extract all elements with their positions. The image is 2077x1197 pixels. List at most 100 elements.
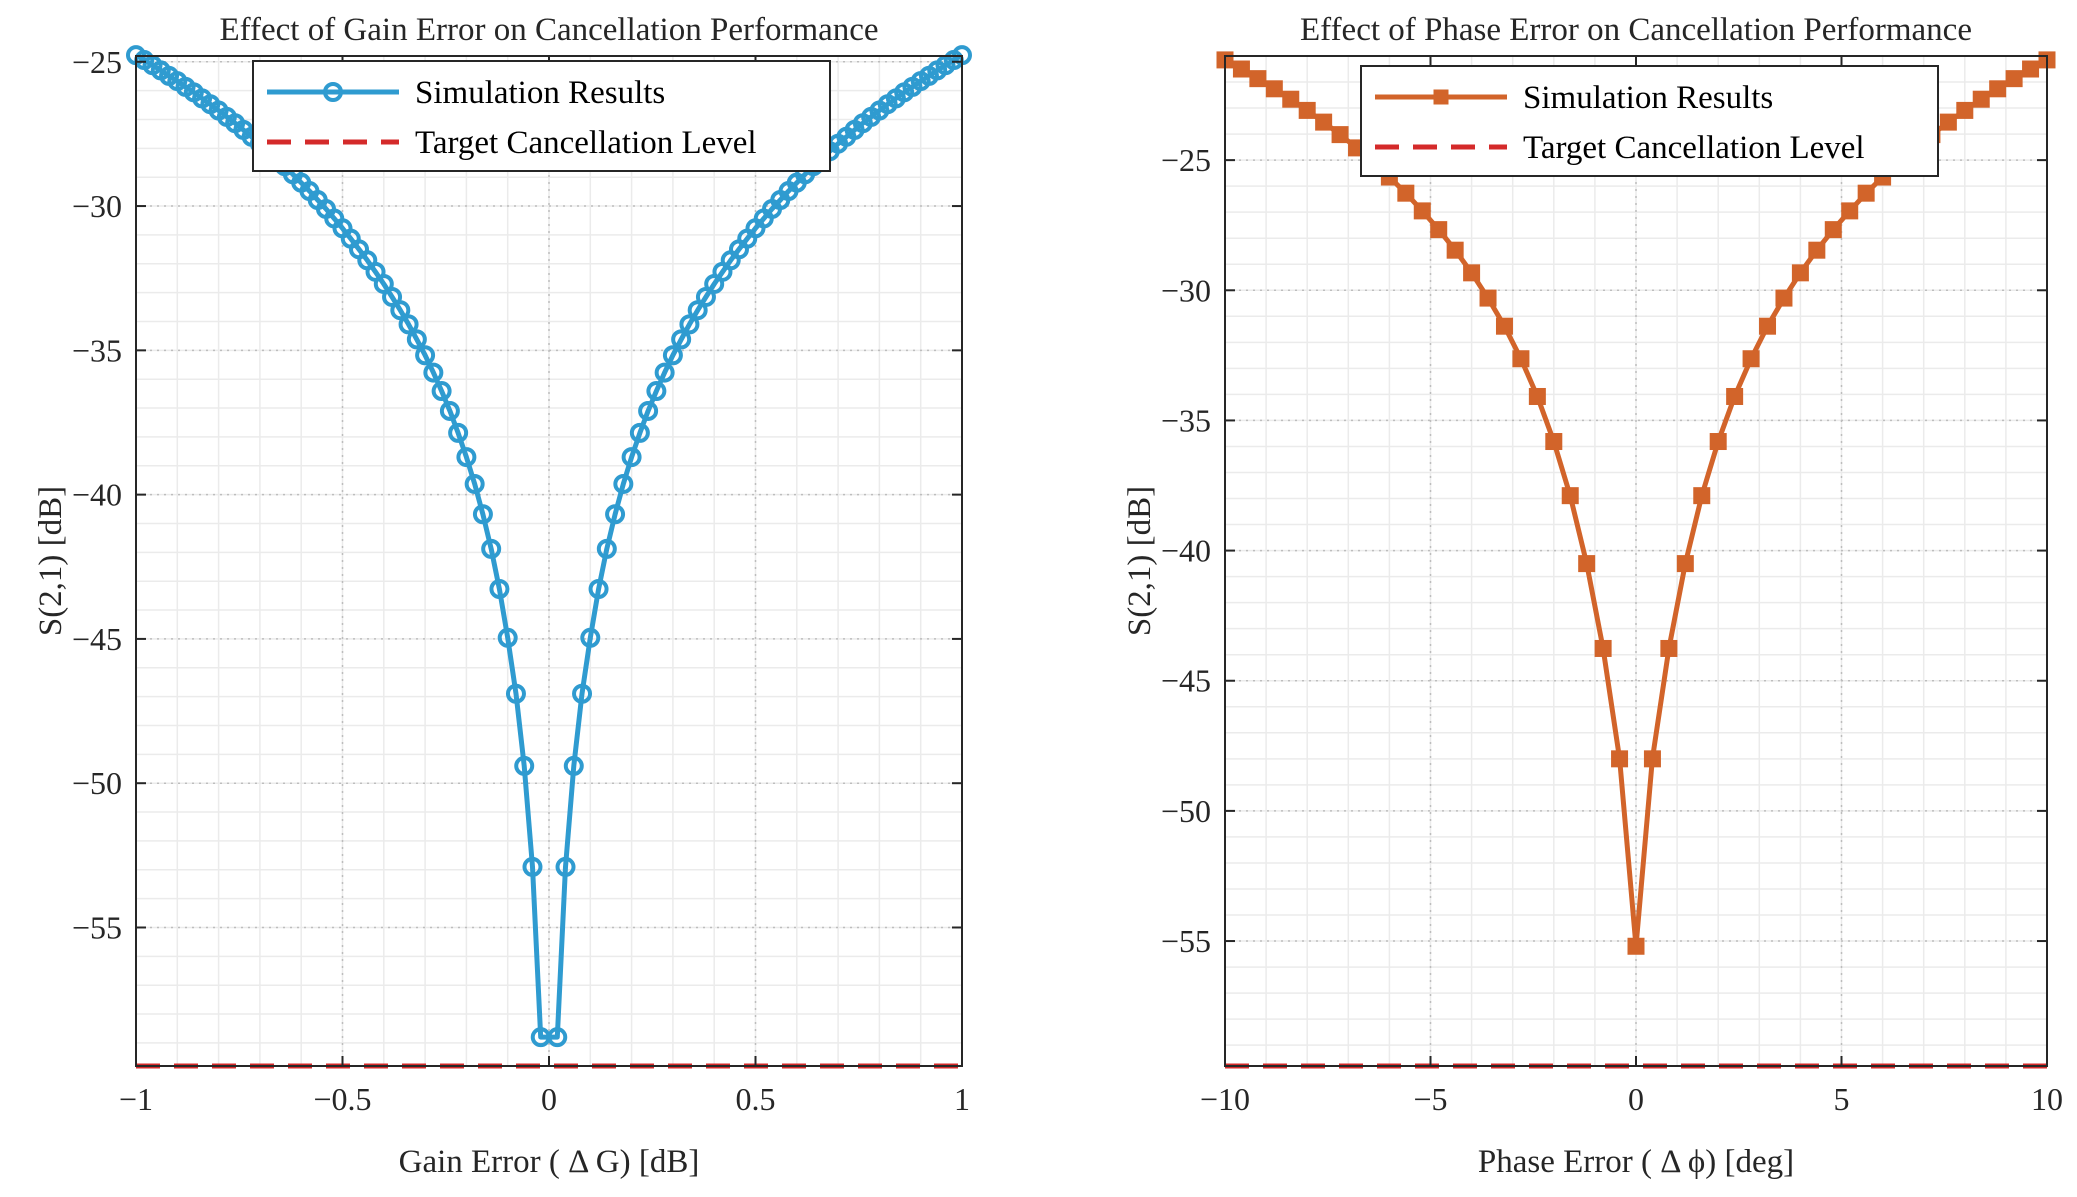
data-point-marker: [1709, 433, 1727, 451]
data-point-marker: [555, 856, 576, 877]
y-tick-label: −40: [1161, 533, 1211, 569]
data-point-marker: [646, 381, 667, 402]
data-point-marker: [1463, 264, 1481, 282]
data-point-marker: [1759, 317, 1777, 335]
data-point-marker: [588, 578, 609, 599]
data-point-marker: [580, 627, 601, 648]
data-point-marker: [1791, 264, 1809, 282]
x-tick-label: 5: [1834, 1081, 1850, 1117]
data-point-marker: [1824, 221, 1842, 239]
data-point-marker: [1430, 221, 1448, 239]
x-tick-label: −0.5: [313, 1081, 371, 1117]
data-point-marker: [1676, 555, 1694, 573]
data-point-marker: [489, 578, 510, 599]
data-point-marker: [1775, 289, 1793, 307]
x-tick-label: 0: [1628, 1081, 1644, 1117]
data-point-marker: [1282, 90, 1300, 108]
y-tick-label: −55: [1161, 923, 1211, 959]
legend-label: Target Cancellation Level: [1523, 130, 1865, 166]
data-point-marker: [563, 755, 584, 776]
data-point-marker: [1742, 350, 1760, 368]
data-point-marker: [1989, 80, 2007, 98]
data-point-marker: [1479, 289, 1497, 307]
data-point-marker: [1315, 113, 1333, 131]
legend: Simulation Results Target Cancellation Le…: [252, 60, 831, 172]
y-axis-label: S(2,1) [dB]: [1122, 486, 1158, 636]
x-tick-label: −10: [1200, 1081, 1250, 1117]
data-point-marker: [2005, 70, 2023, 88]
ticks: −1 −0.5 0 0.5 1 −25 −30 −35 −40 −45 −50 −55: [72, 44, 970, 1117]
data-point-marker: [1627, 937, 1645, 955]
data-point-marker: [1512, 350, 1530, 368]
data-point-marker: [1561, 487, 1579, 505]
grid: [1224, 55, 2048, 1066]
data-point-marker: [1972, 90, 1990, 108]
y-tick-label: −50: [1161, 793, 1211, 829]
data-point-marker: [406, 329, 427, 350]
data-point-marker: [679, 314, 700, 335]
x-tick-label: 1: [954, 1081, 970, 1117]
data-point-marker: [662, 345, 683, 366]
data-point-marker: [671, 329, 692, 350]
x-tick-label: 0: [541, 1081, 557, 1117]
data-point-marker: [1446, 241, 1464, 259]
data-point-marker: [1298, 101, 1316, 119]
legend: Simulation Results Target Cancellation Le…: [1360, 65, 1939, 177]
data-point-marker: [522, 856, 543, 877]
data-point-marker: [605, 504, 626, 525]
y-tick-label: −45: [1161, 663, 1211, 699]
legend-label: Simulation Results: [1523, 80, 1773, 116]
data-point-marker: [1808, 241, 1826, 259]
x-tick-label: 0.5: [736, 1081, 776, 1117]
data-point-marker: [2022, 60, 2040, 78]
data-point-marker: [481, 538, 502, 559]
data-point-marker: [505, 683, 526, 704]
data-point-marker: [423, 362, 444, 383]
grid: [135, 56, 963, 1066]
data-point-marker: [448, 422, 469, 443]
data-point-marker: [472, 504, 493, 525]
legend-box: [252, 60, 831, 172]
data-point-marker: [464, 473, 485, 494]
data-point-marker: [1693, 487, 1711, 505]
data-point-marker: [1413, 202, 1431, 220]
data-point-marker: [390, 300, 411, 321]
data-point-marker: [1545, 433, 1563, 451]
y-tick-label: −40: [72, 477, 122, 513]
data-point-marker: [1726, 387, 1744, 405]
ticks: −10 −5 0 5 10−25−30−35−40−45−50−55: [1161, 56, 2063, 1117]
data-point-marker: [398, 314, 419, 335]
chart-title: Effect of Phase Error on Cancellation Pe…: [1300, 12, 1972, 48]
data-point-marker: [621, 447, 642, 468]
data-point-marker: [1643, 750, 1661, 768]
data-point-marker: [1956, 101, 1974, 119]
y-tick-label: −30: [72, 188, 122, 224]
data-point-marker: [497, 627, 518, 648]
data-point-marker: [1265, 80, 1283, 98]
data-point-marker: [1611, 750, 1629, 768]
data-point-marker: [654, 362, 675, 383]
data-point-marker: [1528, 387, 1546, 405]
data-point-marker: [1939, 113, 1957, 131]
legend-marker: [323, 82, 343, 102]
chart-title: Effect of Gain Error on Cancellation Per…: [219, 12, 878, 48]
y-tick-label: −30: [1161, 272, 1211, 308]
x-tick-label: −5: [1413, 1081, 1447, 1117]
data-point-marker: [415, 345, 436, 366]
data-point-marker: [1857, 184, 1875, 202]
data-point-marker: [572, 683, 593, 704]
data-point-marker: [1841, 202, 1859, 220]
data-point-marker: [1495, 317, 1513, 335]
data-point-marker: [1397, 184, 1415, 202]
y-tick-label: −35: [1161, 402, 1211, 438]
data-point-marker: [1249, 70, 1267, 88]
data-point-marker: [439, 400, 460, 421]
data-point-marker: [1660, 639, 1678, 657]
legend-label: Target Cancellation Level: [415, 125, 757, 161]
data-point-marker: [547, 1027, 568, 1048]
data-point-marker: [596, 538, 617, 559]
y-axis-label: S(2,1) [dB]: [33, 486, 69, 636]
x-tick-label: −1: [119, 1081, 153, 1117]
